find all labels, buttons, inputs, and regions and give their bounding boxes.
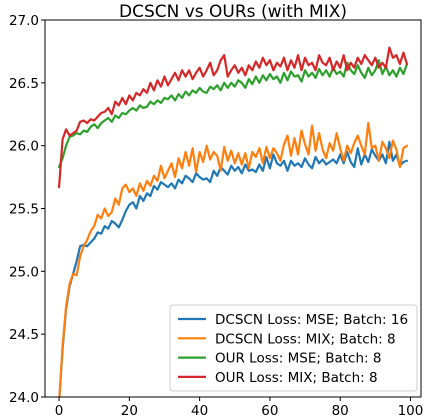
legend-label: OUR Loss: MIX; Batch: 8 (215, 370, 378, 386)
y-tick-label: 24.5 (9, 327, 39, 343)
plot-frame (44, 19, 422, 398)
legend-label: OUR Loss: MSE; Batch: 8 (215, 351, 381, 367)
series-line-2 (58, 121, 409, 397)
y-tick-label: 26.5 (9, 76, 39, 92)
series-lines (57, 46, 409, 397)
legend: DCSCN Loss: MSE; Batch: 16 DCSCN Loss: MI… (169, 304, 418, 392)
y-tick-label: 24.0 (9, 390, 39, 406)
x-axis: 0 20 40 60 80 100 (55, 397, 424, 419)
chart-title: DCSCN vs OURs (with MIX) (119, 2, 347, 22)
y-tick-label: 25.5 (9, 202, 39, 218)
y-axis: 24.0 24.5 25.0 25.5 26.0 26.5 27.0 (9, 13, 45, 406)
series-line-1 (58, 140, 409, 397)
y-tick-label: 26.0 (9, 139, 39, 155)
legend-label: DCSCN Loss: MSE; Batch: 16 (215, 312, 408, 328)
y-tick-label: 25.0 (9, 264, 39, 280)
legend-box (169, 304, 418, 392)
x-tick-label: 60 (261, 403, 278, 419)
x-tick-label: 100 (398, 403, 424, 419)
legend-label: DCSCN Loss: MIX; Batch: 8 (215, 331, 396, 347)
x-tick-label: 80 (332, 403, 349, 419)
series-line-4 (57, 46, 409, 189)
x-tick-label: 0 (55, 403, 64, 419)
y-tick-label: 27.0 (9, 13, 39, 29)
x-tick-label: 20 (121, 403, 138, 419)
x-tick-label: 40 (191, 403, 208, 419)
